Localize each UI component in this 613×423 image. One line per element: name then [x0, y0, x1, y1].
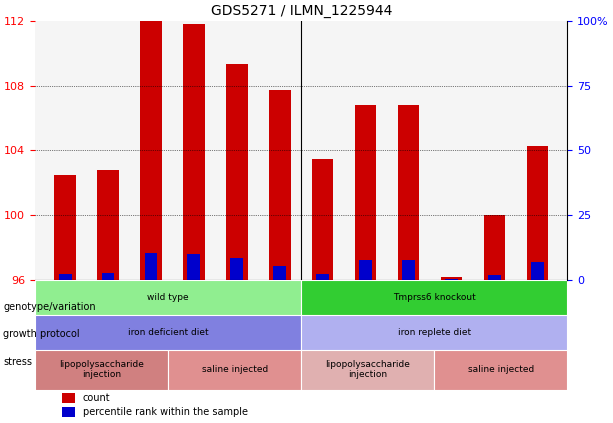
Bar	[445, 279, 458, 280]
Bar	[188, 254, 200, 280]
Bar	[145, 253, 158, 280]
Text: lipopolysaccharide
injection: lipopolysaccharide injection	[326, 360, 410, 379]
Bar	[183, 24, 205, 280]
Text: iron deficient diet: iron deficient diet	[128, 328, 208, 337]
Bar	[168, 349, 301, 390]
Bar	[301, 315, 568, 349]
Bar	[140, 21, 162, 280]
Text: Tmprss6 knockout: Tmprss6 knockout	[393, 293, 476, 302]
Bar	[355, 105, 376, 280]
Bar	[435, 349, 568, 390]
Bar	[269, 91, 291, 280]
Bar	[59, 274, 72, 280]
Bar	[441, 277, 462, 280]
Bar	[55, 175, 76, 280]
Bar	[273, 266, 286, 280]
Text: saline injected: saline injected	[468, 365, 534, 374]
Bar	[488, 275, 501, 280]
Text: genotype/variation: genotype/variation	[3, 302, 96, 312]
Bar	[527, 146, 548, 280]
Bar	[398, 105, 419, 280]
Bar	[402, 260, 415, 280]
Bar	[301, 280, 568, 315]
Bar	[35, 349, 168, 390]
Text: count: count	[83, 393, 110, 403]
Bar	[35, 280, 301, 315]
Bar	[226, 64, 248, 280]
Bar	[62, 407, 75, 418]
Text: percentile rank within the sample: percentile rank within the sample	[83, 407, 248, 418]
Bar	[102, 272, 115, 280]
Bar	[35, 315, 301, 349]
Bar	[230, 258, 243, 280]
Bar	[301, 349, 435, 390]
Text: stress: stress	[3, 357, 32, 367]
Bar	[312, 159, 333, 280]
Text: wild type: wild type	[147, 293, 189, 302]
Bar	[97, 170, 119, 280]
Bar	[531, 262, 544, 280]
Bar	[62, 393, 75, 403]
Text: growth protocol: growth protocol	[3, 329, 80, 339]
Text: saline injected: saline injected	[202, 365, 268, 374]
Bar	[316, 274, 329, 280]
Bar	[359, 260, 372, 280]
Title: GDS5271 / ILMN_1225944: GDS5271 / ILMN_1225944	[210, 4, 392, 18]
Text: lipopolysaccharide
injection: lipopolysaccharide injection	[59, 360, 144, 379]
Text: iron replete diet: iron replete diet	[398, 328, 471, 337]
Bar	[484, 215, 505, 280]
